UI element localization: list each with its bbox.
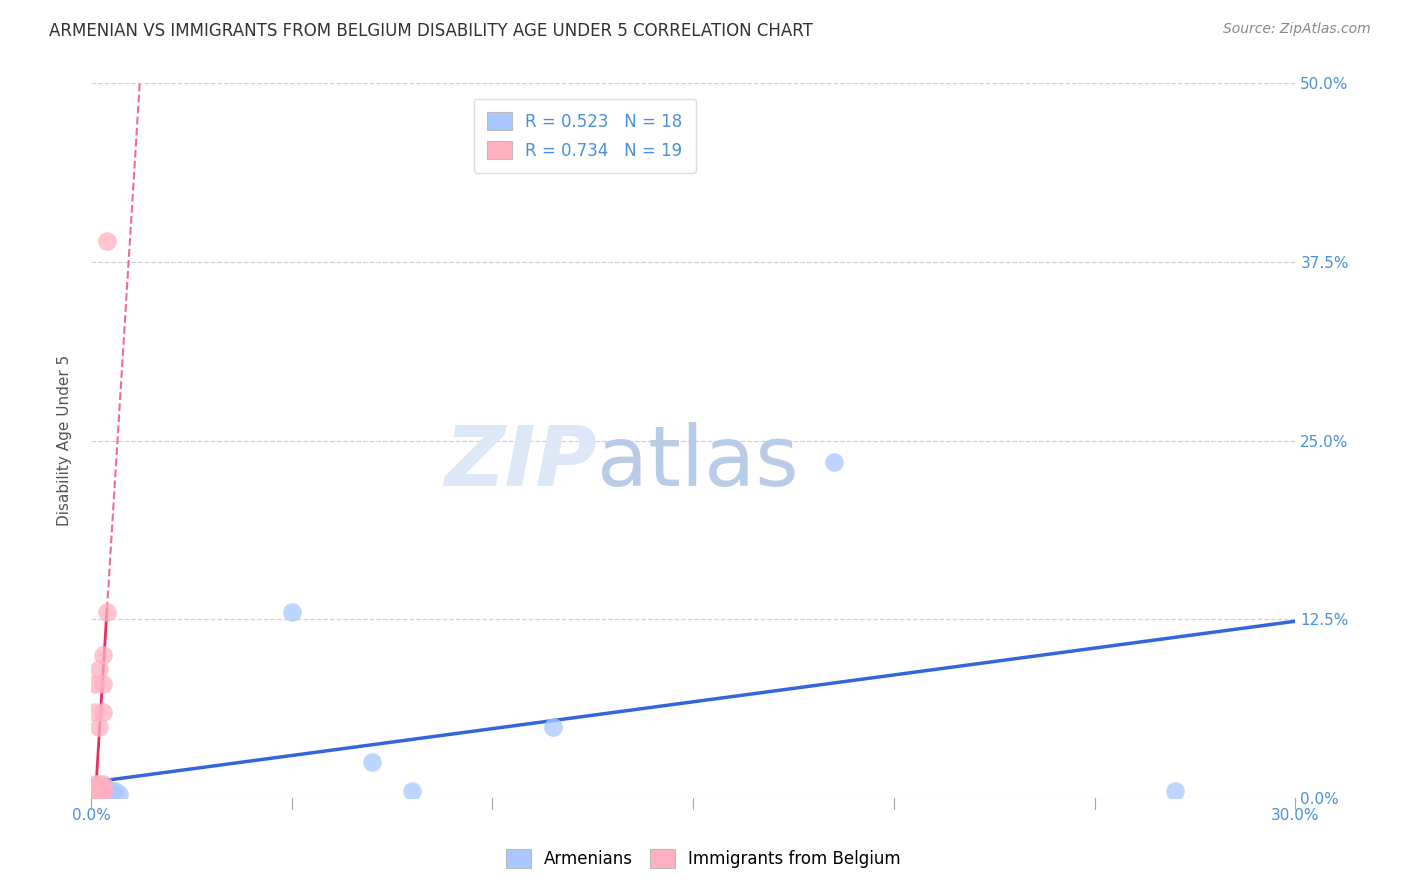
Point xyxy=(96,605,118,619)
Point xyxy=(91,784,114,798)
Point xyxy=(84,677,107,691)
Point xyxy=(84,777,107,791)
Point xyxy=(87,784,110,798)
Point xyxy=(84,706,107,720)
Point xyxy=(91,706,114,720)
Point xyxy=(87,780,110,794)
Text: ARMENIAN VS IMMIGRANTS FROM BELGIUM DISABILITY AGE UNDER 5 CORRELATION CHART: ARMENIAN VS IMMIGRANTS FROM BELGIUM DISA… xyxy=(49,22,813,40)
Point xyxy=(87,784,110,798)
Point xyxy=(91,677,114,691)
Point xyxy=(87,720,110,734)
Point xyxy=(104,784,127,798)
Point xyxy=(91,780,114,794)
Point xyxy=(1164,784,1187,798)
Y-axis label: Disability Age Under 5: Disability Age Under 5 xyxy=(58,355,72,526)
Text: atlas: atlas xyxy=(596,422,799,503)
Point xyxy=(96,784,118,798)
Point xyxy=(100,784,122,798)
Point xyxy=(91,648,114,662)
Point xyxy=(87,784,110,798)
Point xyxy=(401,784,423,798)
Text: ZIP: ZIP xyxy=(444,422,596,503)
Point xyxy=(87,777,110,791)
Point xyxy=(823,455,845,469)
Point xyxy=(84,784,107,798)
Point xyxy=(96,234,118,248)
Point xyxy=(91,784,114,798)
Point xyxy=(280,605,302,619)
Point xyxy=(541,720,564,734)
Point xyxy=(108,787,131,801)
Point xyxy=(96,787,118,801)
Point xyxy=(361,756,384,770)
Point xyxy=(84,784,107,798)
Point xyxy=(87,788,110,802)
Point xyxy=(91,788,114,802)
Point xyxy=(87,662,110,676)
Text: Source: ZipAtlas.com: Source: ZipAtlas.com xyxy=(1223,22,1371,37)
Point xyxy=(91,784,114,798)
Point xyxy=(87,784,110,798)
Legend: Armenians, Immigrants from Belgium: Armenians, Immigrants from Belgium xyxy=(499,843,907,875)
Point xyxy=(91,777,114,791)
Point xyxy=(91,784,114,798)
Legend: R = 0.523   N = 18, R = 0.734   N = 19: R = 0.523 N = 18, R = 0.734 N = 19 xyxy=(474,99,696,173)
